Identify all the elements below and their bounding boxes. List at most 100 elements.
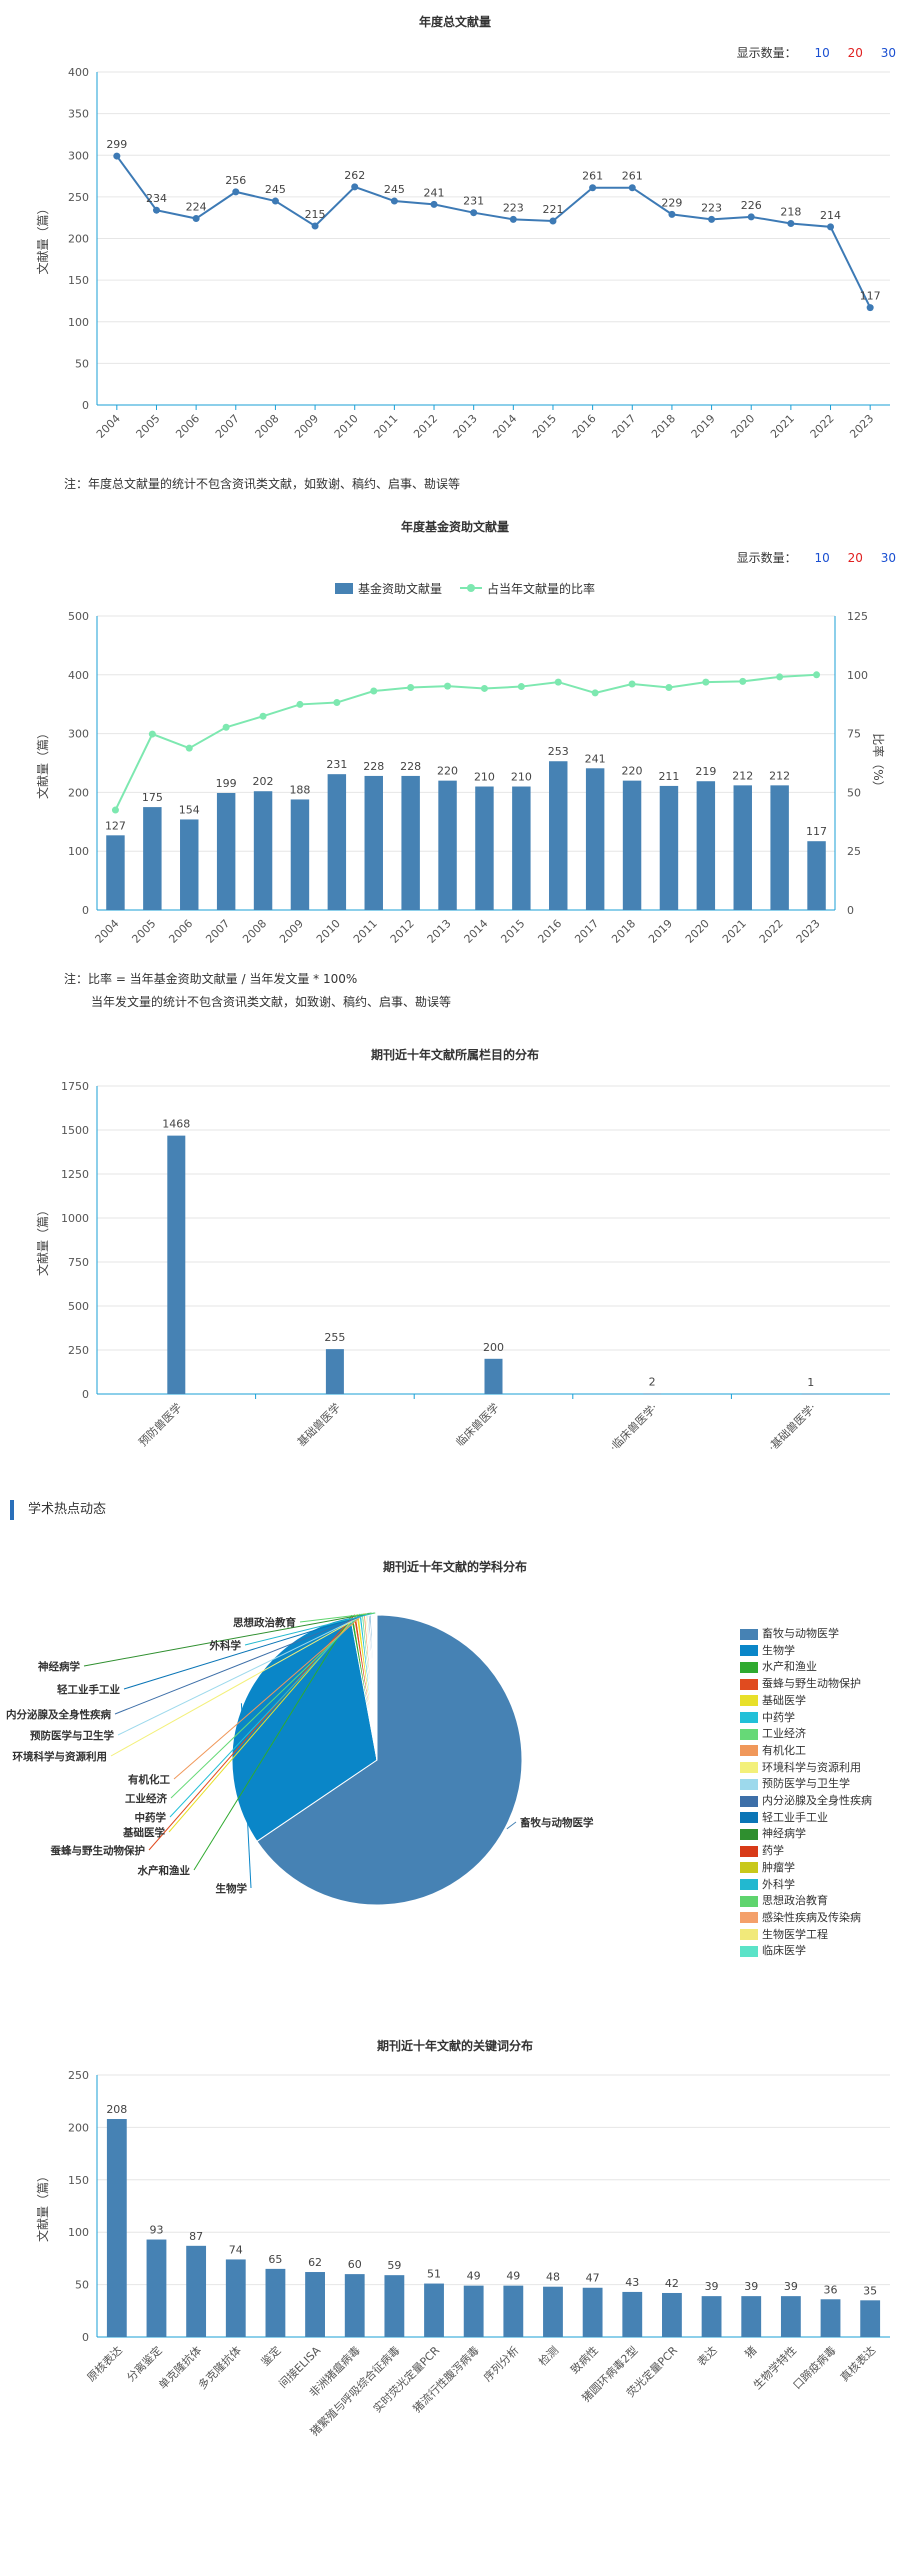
chart1-data-point <box>351 183 359 191</box>
chart1-data-label: 262 <box>344 169 365 182</box>
chart4-legend-item[interactable]: 基础医学 <box>740 1692 806 1708</box>
display-count-20-button[interactable]: 20 <box>847 46 863 60</box>
chart1-data-label: 223 <box>503 201 524 214</box>
chart4-legend-item[interactable]: 中药学 <box>740 1709 795 1725</box>
chart4-legend-swatch <box>740 1812 758 1824</box>
chart2-ratio-point <box>628 680 636 688</box>
chart4-legend-swatch <box>740 1678 758 1690</box>
chart1-data-label: 221 <box>542 203 563 216</box>
chart4-legend-item[interactable]: 感染性疾病及传染病 <box>740 1909 861 1925</box>
chart4-legend-item[interactable]: 生物医学工程 <box>740 1926 828 1942</box>
chart4-slice-label: 预防医学与卫生学 <box>30 1729 114 1742</box>
chart4-legend-item[interactable]: 药学 <box>740 1842 784 1858</box>
chart4-pie-slice <box>256 1614 523 1906</box>
chart4-legend-swatch <box>740 1762 758 1774</box>
display-count-10-button[interactable]: 10 <box>814 551 830 565</box>
chart3-y-tick-label: 250 <box>68 1344 89 1357</box>
chart2-bar-label: 219 <box>695 765 716 778</box>
chart4-legend-item[interactable]: 水产和渔业 <box>740 1658 817 1674</box>
chart1-y-tick-label: 300 <box>68 149 89 162</box>
chart4-legend-label: 肿瘤学 <box>762 1860 795 1874</box>
chart4-legend-item[interactable]: 预防医学与卫生学 <box>740 1775 850 1791</box>
display-count-20-button[interactable]: 20 <box>847 551 863 565</box>
chart4-legend-item[interactable]: 畜牧与动物医学 <box>740 1625 839 1641</box>
chart4-leader-line <box>83 1612 372 1667</box>
chart4-legend-item[interactable]: 有机化工 <box>740 1742 806 1758</box>
chart2-ratio-point <box>148 730 156 738</box>
chart3-y-tick-label: 1250 <box>61 1168 89 1181</box>
chart2-bar <box>180 819 199 910</box>
chart4-legend-item[interactable]: 工业经济 <box>740 1725 806 1741</box>
chart4-legend-item[interactable]: 蚕蜂与野生动物保护 <box>740 1675 861 1691</box>
chart4-slice-label: 环境科学与资源利用 <box>13 1750 108 1763</box>
chart2-x-tick-label: 2013 <box>425 917 454 946</box>
chart1-y-tick-label: 350 <box>68 108 89 121</box>
chart1-x-tick-label: 2012 <box>411 412 440 441</box>
chart4-legend-swatch <box>740 1912 758 1924</box>
chart4-legend-item[interactable]: 轻工业手工业 <box>740 1809 828 1825</box>
chart2-legend-line-marker <box>467 584 475 592</box>
chart4-legend-label: 预防医学与卫生学 <box>762 1777 850 1791</box>
chart4-legend-item[interactable]: 内分泌腺及全身性疾病 <box>740 1792 872 1808</box>
chart4-leader-line <box>169 1613 361 1818</box>
chart5-bar-label: 74 <box>229 2243 243 2256</box>
chart4-legend-item[interactable]: 神经病学 <box>740 1825 806 1841</box>
chart5-bar <box>860 2300 881 2337</box>
chart4-legend-item[interactable]: 环境科学与资源利用 <box>740 1759 861 1775</box>
chart4-legend-item[interactable]: 思想政治教育 <box>740 1892 828 1908</box>
chart5-bar <box>225 2259 246 2337</box>
chart2-ratio-point <box>665 684 673 692</box>
chart1-data-label: 256 <box>225 174 246 187</box>
chart1-x-tick-label: 2021 <box>768 412 797 441</box>
chart4-legend-swatch <box>740 1745 758 1757</box>
chart4-legend-swatch <box>740 1945 758 1957</box>
display-count-30-button[interactable]: 30 <box>880 551 896 565</box>
chart5-bar-label: 60 <box>348 2258 362 2271</box>
chart1-x-tick-label: 2018 <box>649 412 678 441</box>
chart5-bar-label: 39 <box>705 2280 719 2293</box>
chart4-legend-item[interactable]: 生物学 <box>740 1642 795 1658</box>
chart4-legend-label: 蚕蜂与野生动物保护 <box>762 1677 861 1691</box>
chart4-legend-item[interactable]: 临床医学 <box>740 1942 806 1958</box>
chart1-y-tick-label: 200 <box>68 233 89 246</box>
chart1-x-tick-label: 2020 <box>728 412 757 441</box>
chart2-display-count-control: 显示数量： 10 20 30 <box>737 549 896 566</box>
chart2-x-tick-label: 2009 <box>277 917 306 946</box>
chart1-x-tick-label: 2005 <box>134 412 163 441</box>
chart3-bar-label: 255 <box>324 1331 345 1344</box>
chart5-bar-label: 208 <box>106 2103 127 2116</box>
chart4-legend-item[interactable]: 外科学 <box>740 1876 795 1892</box>
display-count-10-button[interactable]: 10 <box>814 46 830 60</box>
chart4-leader-line <box>114 1612 370 1715</box>
chart1-data-label: 224 <box>186 201 207 214</box>
chart1-data-label: 231 <box>463 195 484 208</box>
chart2-y2-tick-label: 75 <box>847 728 861 741</box>
chart4-leader-line <box>299 1612 376 1623</box>
chart1-x-tick-label: 2010 <box>332 412 361 441</box>
chart2-note-line2: 当年发文量的统计不包含资讯类文献，如致谢、稿约、启事、勘误等 <box>91 995 452 1009</box>
chart3-x-tick-label: 临床兽医学 <box>453 1400 502 1449</box>
chart4-legend-label: 外科学 <box>762 1877 795 1891</box>
chart2-ratio-point <box>554 678 562 686</box>
chart4-slice-label: 基础医学 <box>122 1826 165 1839</box>
chart5-x-tick-label: 实时荧光定量PCR <box>370 2343 442 2415</box>
chart2-x-tick-label: 2019 <box>646 917 675 946</box>
chart1-data-point <box>152 206 160 214</box>
chart2-bar-label: 117 <box>806 825 827 838</box>
chart2-bar <box>253 791 273 910</box>
chart1-data-label: 261 <box>582 170 603 183</box>
chart2-bar-label: 212 <box>769 769 790 782</box>
chart3-bar <box>801 1393 820 1395</box>
chart2-bar-label: 188 <box>289 783 310 796</box>
chart4-legend-item[interactable]: 肿瘤学 <box>740 1859 795 1875</box>
chart4-legend-swatch <box>740 1862 758 1874</box>
chart2-note-line1: 注：比率 = 当年基金资助文献量 / 当年发文量 * 100% <box>64 972 358 986</box>
chart4-legend-label: 思想政治教育 <box>762 1894 828 1908</box>
display-count-30-button[interactable]: 30 <box>880 46 896 60</box>
chart5-x-tick-label: 检测 <box>536 2343 561 2368</box>
chart2-ratio-point <box>111 806 119 814</box>
chart1-x-tick-label: 2007 <box>213 412 242 441</box>
chart1-data-point <box>192 215 200 223</box>
chart3-x-tick-label: 预防兽医学 <box>136 1400 185 1449</box>
chart3-bar <box>643 1393 662 1395</box>
